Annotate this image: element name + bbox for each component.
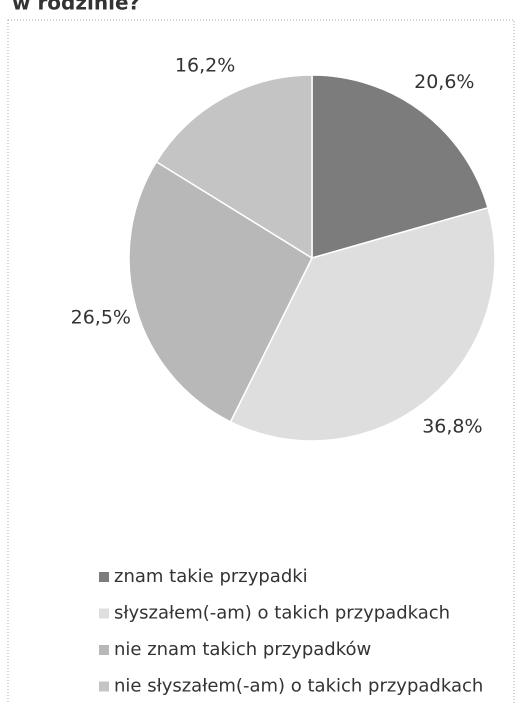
chart-frame [7,19,515,703]
pie-slice [155,74,313,260]
data-label: 36,8% [422,415,482,437]
legend-swatch [99,681,109,692]
legend-label: nie znam takich przypadków [114,639,371,660]
legend-swatch [99,645,109,655]
pie-slice [128,160,313,423]
legend-swatch [99,572,109,582]
legend-label: znam takie przypadki [114,566,308,587]
pie-slice [229,206,496,442]
legend-swatch [99,608,109,619]
data-label: 20,6% [414,71,474,93]
chart-title: w rodzinie? [12,0,140,15]
data-label: 16,2% [175,55,235,77]
legend-label: nie słyszałem(-am) o takich przypadkach [114,676,483,697]
pie-slice [311,74,489,259]
data-label: 26,5% [71,307,131,329]
legend-label: słyszałem(-am) o takich przypadkach [114,603,450,624]
